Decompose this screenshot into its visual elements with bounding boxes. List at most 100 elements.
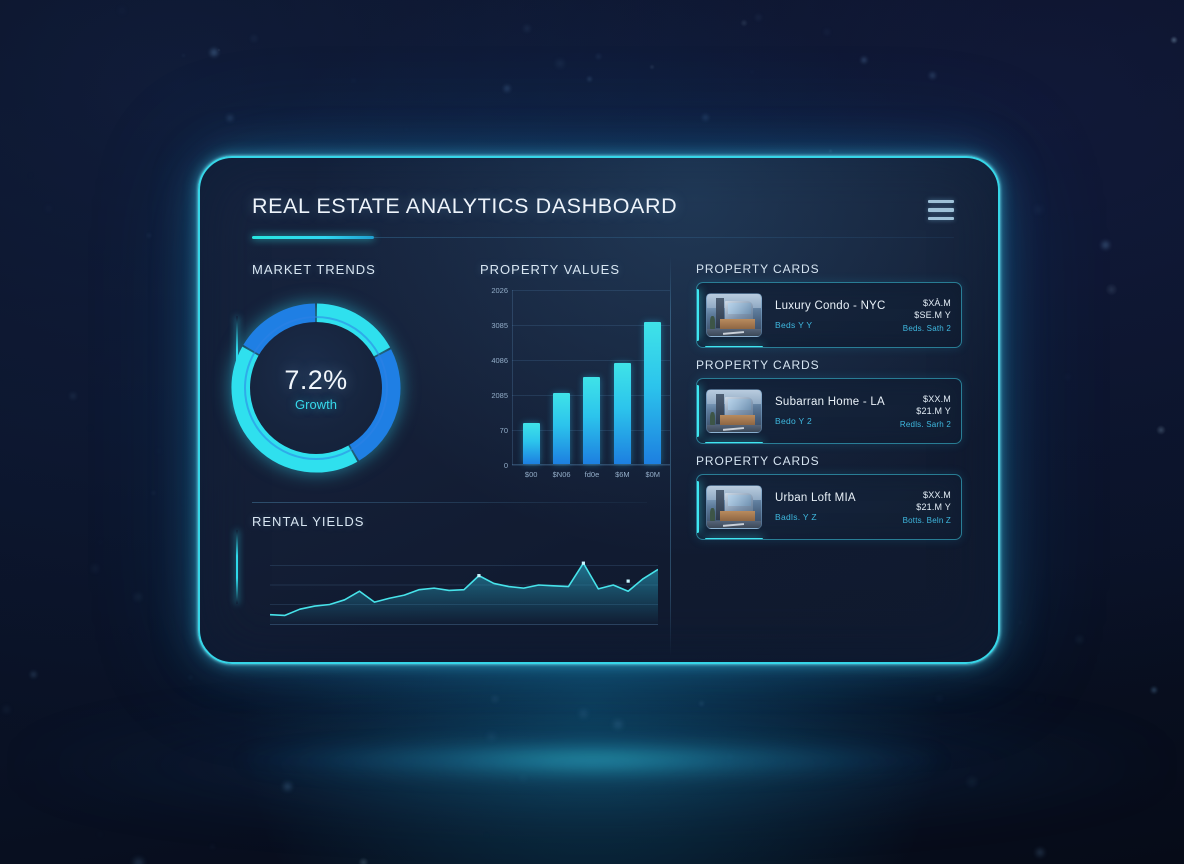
x-axis-tick-label: $00 <box>524 470 538 479</box>
rental-yields-panel: RENTAL YIELDS <box>236 502 670 654</box>
growth-donut-chart[interactable]: 7.2% Growth <box>226 298 406 478</box>
gridline <box>512 290 670 291</box>
rental-yields-accent-bar <box>236 530 238 604</box>
y-axis-tick-label: 0 <box>503 461 508 470</box>
property-cards-heading: PROPERTY CARDS <box>696 358 820 372</box>
property-card-pricing: $XX.M $21.M Y Botts. Beln Z <box>903 490 951 525</box>
dashboard-screen: REAL ESTATE ANALYTICS DASHBOARD MARKET T… <box>200 158 998 662</box>
tablet-reflection-glow <box>242 742 942 778</box>
property-cards-heading: PROPERTY CARDS <box>696 454 820 468</box>
donut-segment-3 <box>231 346 358 473</box>
property-card-block: PROPERTY CARDS Luxury Condo - NYC Beds Y Y… <box>696 262 962 348</box>
property-price: $XÀ.M <box>922 297 951 308</box>
dashboard-header: REAL ESTATE ANALYTICS DASHBOARD <box>252 194 954 246</box>
bar[interactable] <box>583 376 601 464</box>
property-values-panel: PROPERTY VALUES 2026 3085 4086 2085 70 0 $00 $… <box>480 262 670 502</box>
rental-yields-area-chart[interactable] <box>270 546 658 624</box>
property-card-block: PROPERTY CARDS Urban Loft MIA Badls. Y Z $X… <box>696 454 962 540</box>
bar[interactable] <box>522 422 540 464</box>
growth-value: 7.2% <box>284 364 348 395</box>
bar-chart-bars <box>516 290 668 464</box>
data-point-marker[interactable] <box>626 579 630 583</box>
y-axis-tick-label: 4086 <box>491 356 508 365</box>
x-axis-tick-label: $0M <box>645 470 661 479</box>
bar[interactable] <box>553 392 571 464</box>
property-price: $XX.M <box>922 489 951 500</box>
column-divider <box>670 256 671 656</box>
property-name: Urban Loft MIA <box>775 492 856 504</box>
rental-yields-baseline <box>270 624 658 625</box>
donut-segment-1 <box>316 303 391 357</box>
property-name: Subarran Home - LA <box>775 396 885 408</box>
thumb-glass-facade <box>727 399 752 411</box>
dashboard-content: MARKET TRENDS 7.2% Growth PROPERTY VALUE… <box>200 256 998 662</box>
donut-center-labels: 7.2% Growth <box>226 298 406 478</box>
hamburger-menu-icon[interactable] <box>928 200 954 220</box>
property-meta: Botts. Beln Z <box>902 515 951 525</box>
property-name: Luxury Condo - NYC <box>775 300 886 312</box>
thumb-building-base <box>719 511 755 523</box>
property-card[interactable]: Urban Loft MIA Badls. Y Z $XX.M $21.M Y Bott… <box>696 474 962 540</box>
growth-label: Growth <box>295 396 337 412</box>
donut-segments <box>231 303 401 473</box>
property-card[interactable]: Subarran Home - LA Bedo Y 2 $XX.M $21.M Y Re… <box>696 378 962 444</box>
property-price-secondary: $SE.M Y <box>914 309 951 320</box>
property-cards-heading: PROPERTY CARDS <box>696 262 820 276</box>
gridline <box>512 360 670 361</box>
property-thumbnail-image <box>706 293 762 337</box>
tablet-device-frame: REAL ESTATE ANALYTICS DASHBOARD MARKET T… <box>198 156 1000 664</box>
rental-yields-divider <box>252 502 647 503</box>
rental-yields-title: RENTAL YIELDS <box>252 514 365 529</box>
property-price-secondary: $21.M Y <box>916 501 951 512</box>
property-meta: Beds. Sath 2 <box>902 323 951 333</box>
gridline <box>512 465 670 466</box>
bar-chart-x-axis-labels: $00 $N06 fd0e $6M $0M <box>516 470 668 479</box>
header-divider <box>374 237 954 238</box>
trend-line <box>270 562 658 617</box>
property-card-block: PROPERTY CARDS Subarran Home - LA Bedo Y 2… <box>696 358 962 444</box>
property-cards-list: PROPERTY CARDS Luxury Condo - NYC Beds Y Y… <box>696 262 962 540</box>
thumb-tree <box>710 411 716 427</box>
property-cards-column: PROPERTY CARDS Luxury Condo - NYC Beds Y Y… <box>696 262 962 662</box>
donut-inner-ring <box>244 316 388 460</box>
data-point-marker[interactable] <box>581 561 585 565</box>
property-card-details: Urban Loft MIA Badls. Y Z <box>762 492 903 522</box>
y-axis-tick-label: 2085 <box>491 391 508 400</box>
property-values-title: PROPERTY VALUES <box>480 262 620 277</box>
property-meta: Redls. Sarh 2 <box>899 419 951 429</box>
thumb-building-side <box>715 490 725 520</box>
bar-chart-x-axis <box>512 464 670 465</box>
donut-segment-2 <box>349 349 401 461</box>
thumb-tree <box>710 315 716 331</box>
bar-chart-y-axis <box>512 290 513 465</box>
page-title: REAL ESTATE ANALYTICS DASHBOARD <box>252 194 678 218</box>
property-card-details: Luxury Condo - NYC Beds Y Y <box>762 300 903 330</box>
property-thumbnail-image <box>706 485 762 529</box>
x-axis-tick-label: $6M <box>615 470 630 479</box>
thumb-building-base <box>719 415 755 427</box>
area-fill <box>270 563 658 624</box>
market-trends-title: MARKET TRENDS <box>252 262 376 277</box>
property-values-bar-chart[interactable]: 2026 3085 4086 2085 70 0 <box>480 286 670 470</box>
menu-line-1 <box>928 200 954 204</box>
property-beds-label: Badls. Y Z <box>775 512 817 522</box>
thumb-building-side <box>715 394 725 424</box>
x-axis-tick-label: $N06 <box>552 470 571 479</box>
property-beds-label: Beds Y Y <box>775 320 813 330</box>
gridline <box>512 325 670 326</box>
property-price-secondary: $21.M Y <box>916 405 951 416</box>
property-card[interactable]: Luxury Condo - NYC Beds Y Y $XÀ.M $SE.M Y Be… <box>696 282 962 348</box>
thumb-tree <box>710 507 716 523</box>
bar[interactable] <box>613 362 631 464</box>
thumb-building-side <box>715 298 725 328</box>
menu-line-2 <box>928 208 954 212</box>
market-trends-panel: MARKET TRENDS 7.2% Growth <box>231 262 450 502</box>
secondary-area-chart[interactable] <box>736 654 928 662</box>
data-point-marker[interactable] <box>477 574 481 578</box>
title-underline-accent <box>252 236 374 239</box>
y-axis-tick-label: 2026 <box>491 286 508 295</box>
y-axis-tick-label: 70 <box>499 426 508 435</box>
bar[interactable] <box>644 321 662 464</box>
property-beds-label: Bedo Y 2 <box>775 416 813 426</box>
property-card-pricing: $XX.M $21.M Y Redls. Sarh 2 <box>900 394 951 429</box>
